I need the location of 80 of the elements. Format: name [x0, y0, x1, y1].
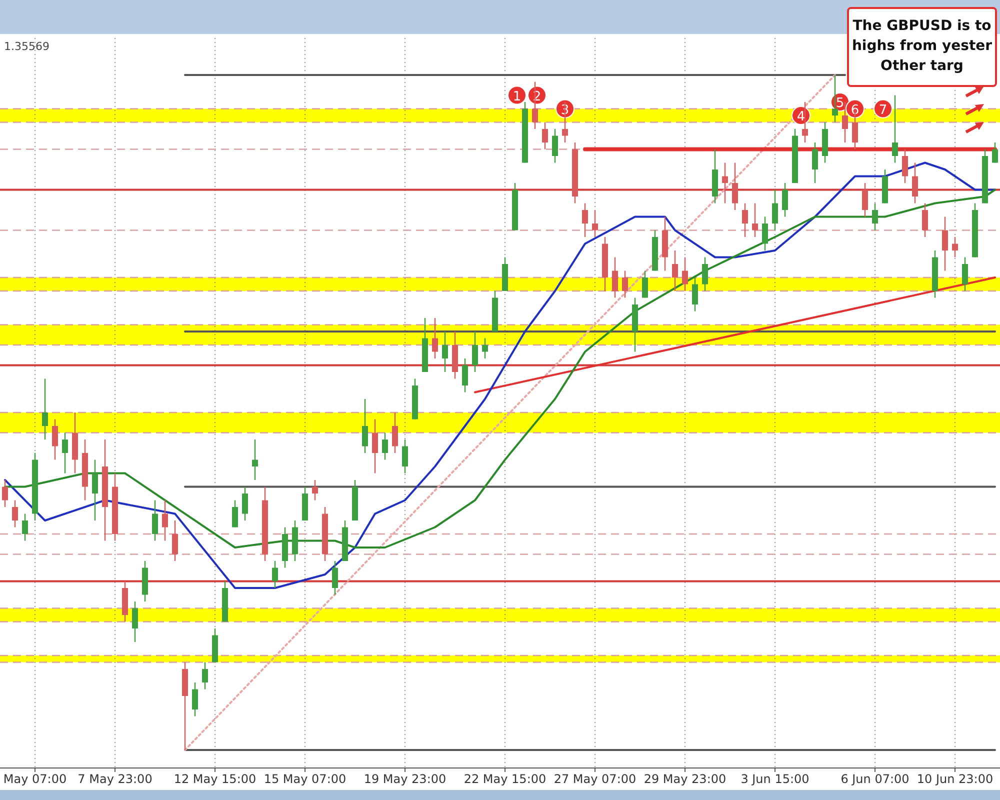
candlestick — [992, 142, 998, 164]
candlestick — [702, 256, 708, 292]
candlestick — [382, 432, 388, 460]
candlestick — [532, 81, 538, 130]
candlestick — [372, 418, 378, 474]
candlestick — [52, 418, 58, 460]
candlestick — [682, 256, 688, 292]
annotation: 1 — [512, 89, 522, 104]
candlestick — [622, 270, 628, 298]
candlestick — [172, 520, 178, 562]
candlestick — [442, 330, 448, 373]
candlestick — [232, 500, 238, 528]
candlestick — [2, 479, 8, 508]
candlestick — [432, 317, 438, 360]
candlestick — [952, 236, 958, 258]
annotation: 7 — [878, 102, 888, 118]
text: 1.35569 — [4, 40, 50, 53]
candlestick — [752, 202, 758, 238]
x-tick-label: 7 May 23:00 — [78, 772, 152, 786]
candlestick — [912, 162, 918, 204]
candlestick — [242, 486, 248, 522]
annotation: 5 — [836, 96, 844, 111]
candlestick — [692, 276, 698, 312]
candlestick — [12, 500, 18, 528]
candlestick — [402, 438, 408, 474]
x-tick-label: 10 Jun 23:00 — [916, 772, 994, 786]
candlestick — [742, 202, 748, 238]
candlestick — [132, 600, 138, 643]
candlestick — [482, 338, 488, 360]
candlestick — [392, 412, 398, 454]
candlestick — [462, 358, 468, 393]
candlestick — [362, 398, 368, 454]
candlestick — [542, 122, 548, 150]
candlestick — [332, 560, 338, 596]
candlestick — [892, 94, 898, 164]
x-tick-label: 3 Jun 15:00 — [740, 772, 810, 786]
candlestick — [672, 250, 678, 292]
candlestick — [762, 216, 768, 252]
x-tick-label: 15 May 07:00 — [264, 772, 346, 786]
candlestick — [772, 189, 778, 231]
candlestick — [162, 500, 168, 542]
candlestick — [592, 209, 598, 238]
candlestick — [732, 162, 738, 211]
candlestick — [962, 256, 968, 292]
candlestick — [722, 162, 728, 204]
x-tick-label: 19 May 23:00 — [364, 772, 446, 786]
candlestick — [22, 513, 28, 542]
candlestick — [612, 256, 618, 298]
candlestick — [832, 74, 838, 123]
x-tick-label: 12 May 15:00 — [174, 772, 256, 786]
candlestick — [902, 148, 908, 184]
candlestick — [642, 270, 648, 298]
annotation: 6 — [850, 102, 860, 118]
x-tick-label: 22 May 15:00 — [464, 772, 546, 786]
candlestick — [782, 182, 788, 218]
annotation: 4 — [796, 110, 806, 124]
candlestick — [942, 216, 948, 272]
candlestick — [192, 682, 198, 717]
candlestick — [62, 432, 68, 474]
candlestick — [842, 101, 848, 144]
candlestick — [202, 662, 208, 690]
candlestick — [552, 128, 558, 164]
candlestick — [272, 560, 278, 589]
candlestick — [472, 330, 478, 373]
candlestick — [862, 182, 868, 218]
candlestick — [872, 202, 878, 231]
x-tick-label: May 07:00 — [3, 772, 67, 786]
candlestick — [312, 479, 318, 501]
candlestick — [582, 202, 588, 238]
candlestick — [812, 142, 818, 184]
candlestick — [562, 101, 568, 144]
x-tick-label: 27 May 07:00 — [554, 772, 636, 786]
candlestick — [92, 459, 98, 522]
candlestick — [252, 438, 258, 481]
x-tick-label: 29 May 23:00 — [644, 772, 726, 786]
text: The GBPUSD is to highs from yester Other targ — [852, 18, 992, 74]
candlestick — [152, 500, 158, 542]
candlestick — [922, 202, 928, 238]
x-tick-label: 6 Jun 07:00 — [840, 772, 910, 786]
candlestick — [42, 378, 48, 440]
